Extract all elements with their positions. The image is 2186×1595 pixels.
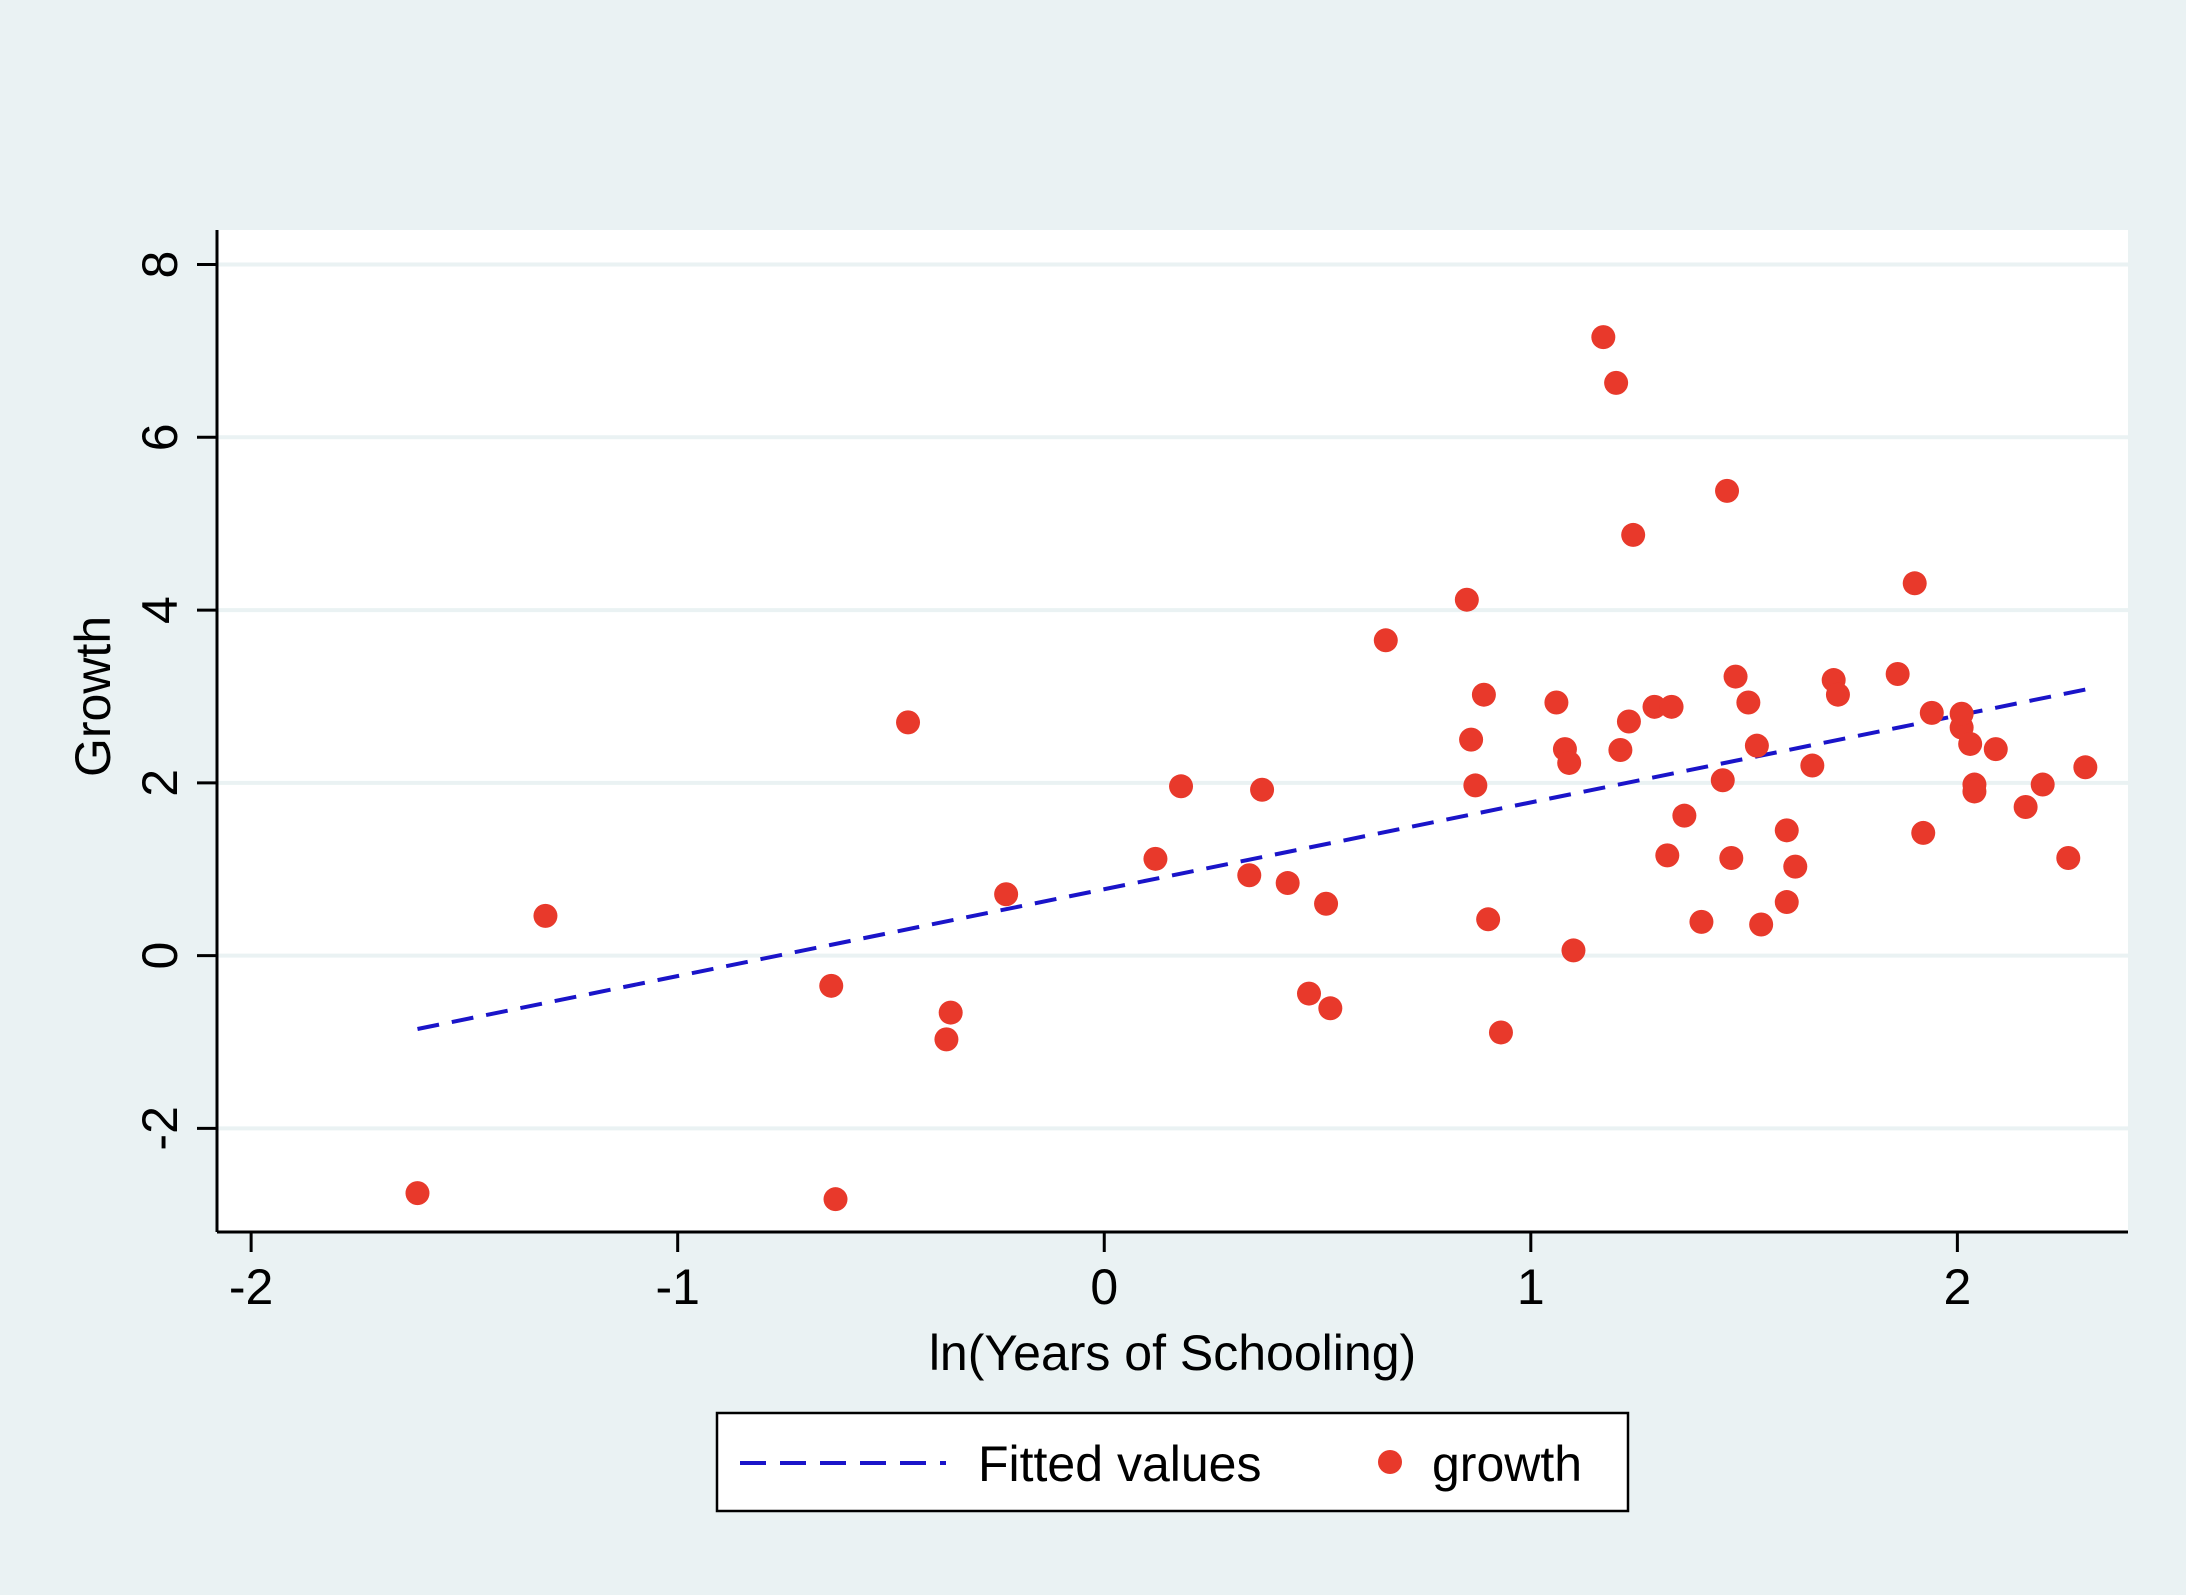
fitted-values-line [417, 687, 2086, 1031]
data-point-44 [1774, 818, 1799, 843]
x-axis-label: ln(Years of Schooling) [929, 1325, 1416, 1381]
data-point-8 [1143, 846, 1168, 871]
data-point-7 [994, 882, 1019, 907]
x-tick-label-1: -1 [655, 1259, 699, 1315]
data-point-1 [533, 903, 558, 928]
x-tick-label-2: 0 [1090, 1259, 1118, 1315]
data-point-12 [1275, 871, 1300, 896]
data-point-5 [934, 1027, 959, 1052]
data-point-35 [1672, 803, 1697, 828]
data-point-41 [1736, 690, 1761, 715]
data-point-4 [896, 710, 921, 735]
data-point-20 [1471, 682, 1496, 707]
data-point-49 [1825, 682, 1850, 707]
data-point-47 [1800, 753, 1825, 778]
data-point-19 [1463, 773, 1488, 798]
plot-area [217, 230, 2128, 1232]
data-point-37 [1710, 768, 1735, 793]
legend-growth-marker [1378, 1450, 1402, 1474]
y-tick-label-4: 6 [132, 423, 188, 451]
data-point-16 [1373, 628, 1398, 653]
data-point-42 [1744, 733, 1769, 758]
data-point-22 [1488, 1020, 1513, 1045]
data-point-26 [1561, 938, 1586, 963]
y-tick-label-2: 2 [132, 769, 188, 797]
axes-layer: -2 -1 0 1 2 -2 0 2 4 6 8 [132, 230, 2128, 1315]
legend-label-growth: growth [1432, 1436, 1582, 1492]
data-point-61 [2030, 772, 2055, 797]
data-point-3 [823, 1187, 848, 1212]
data-point-53 [1919, 700, 1944, 725]
data-point-63 [2073, 755, 2098, 780]
data-point-60 [2013, 795, 2038, 820]
x-tick-label-3: 1 [1517, 1259, 1545, 1315]
legend-label-fitted-values: Fitted values [978, 1436, 1261, 1492]
fitted-line-layer [417, 687, 2086, 1031]
data-point-17 [1454, 587, 1479, 612]
legend: Fitted values growth [715, 1411, 1630, 1513]
data-point-55 [1949, 701, 1974, 726]
x-tick-label-0: -2 [229, 1259, 273, 1315]
data-point-31 [1621, 522, 1646, 547]
y-tick-label-0: -2 [132, 1106, 188, 1150]
data-point-50 [1885, 661, 1910, 686]
data-point-36 [1689, 909, 1714, 934]
data-point-10 [1237, 863, 1262, 888]
y-tick-label-3: 4 [132, 596, 188, 624]
data-point-13 [1297, 981, 1321, 1006]
data-point-40 [1723, 664, 1748, 689]
data-point-23 [1544, 690, 1569, 715]
data-point-30 [1616, 709, 1641, 734]
data-point-25 [1557, 750, 1582, 775]
data-point-39 [1719, 845, 1744, 870]
y-axis-label: Growth [65, 616, 121, 777]
x-tick-label-4: 2 [1943, 1259, 1971, 1315]
data-point-56 [1958, 731, 1983, 756]
data-point-51 [1902, 571, 1927, 596]
data-point-15 [1318, 996, 1343, 1021]
data-point-14 [1314, 891, 1339, 916]
data-point-59 [1983, 737, 2008, 762]
scatter-points-layer [405, 325, 2098, 1212]
data-point-38 [1715, 478, 1740, 503]
data-point-0 [405, 1181, 430, 1206]
data-point-21 [1476, 907, 1501, 932]
data-point-9 [1169, 774, 1194, 799]
data-point-58 [1962, 779, 1987, 804]
y-tick-label-5: 8 [132, 251, 188, 279]
data-point-62 [2056, 845, 2081, 870]
data-point-46 [1783, 854, 1808, 879]
data-point-27 [1591, 325, 1616, 350]
data-point-33 [1655, 843, 1680, 868]
y-tick-label-1: 0 [132, 942, 188, 970]
data-point-6 [938, 1000, 963, 1025]
data-point-29 [1608, 738, 1633, 763]
data-point-34 [1659, 694, 1684, 719]
data-point-45 [1774, 890, 1799, 915]
data-point-2 [819, 973, 844, 998]
data-point-28 [1604, 370, 1629, 395]
data-point-18 [1459, 727, 1484, 752]
data-point-43 [1749, 912, 1774, 937]
data-point-11 [1250, 777, 1275, 802]
data-point-32 [1642, 694, 1667, 719]
data-point-52 [1911, 820, 1936, 845]
